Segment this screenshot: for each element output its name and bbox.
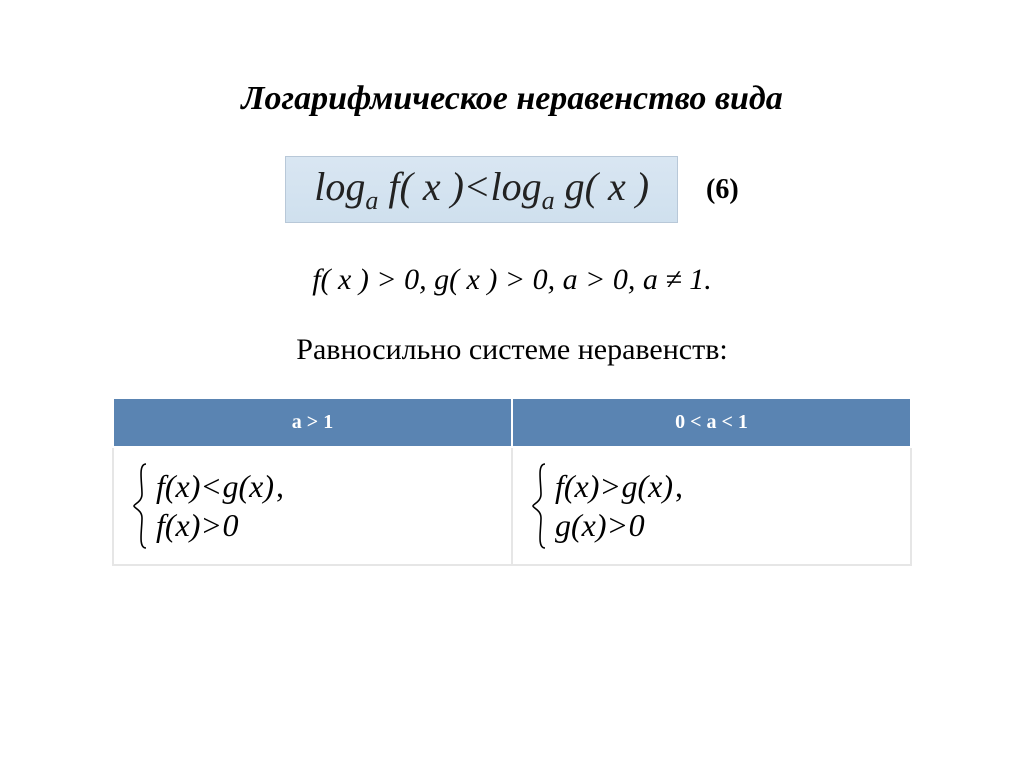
log-inequality-box: loga f( x )<loga g( x ) xyxy=(285,156,678,223)
sys2-l2-lhs: g(x) xyxy=(555,507,607,543)
log-arg-2: g( x ) xyxy=(565,164,649,209)
slide-title: Логарифмическое неравенство вида xyxy=(60,80,964,118)
table-body-row: f(x)<g(x), f(x)>0 f(x)>g(x), xyxy=(113,447,911,565)
system-a-lt-1: f(x)>g(x), g(x)>0 xyxy=(531,462,892,550)
left-brace-icon xyxy=(132,462,150,550)
sys2-line1: f(x)>g(x), xyxy=(555,468,685,505)
equation-number: (6) xyxy=(706,174,739,206)
log-sym-2: log xyxy=(491,164,542,209)
cell-a-lt-1: f(x)>g(x), g(x)>0 xyxy=(512,447,911,565)
sys1-l2-rhs: 0 xyxy=(222,507,238,543)
log-arg-1: f( x ) xyxy=(388,164,464,209)
sys1-l1-lhs: f(x) xyxy=(156,468,200,504)
th-a-gt-1: a > 1 xyxy=(113,398,512,447)
cell-a-gt-1: f(x)<g(x), f(x)>0 xyxy=(113,447,512,565)
log-sym-1: log xyxy=(314,164,365,209)
th-a-lt-1: 0 < a < 1 xyxy=(512,398,911,447)
log-base-1: a xyxy=(365,186,378,215)
sys1-l2-trail xyxy=(238,507,242,543)
log-base-2: a xyxy=(542,186,555,215)
sys2-l1-rhs: g(x) xyxy=(621,468,673,504)
sys1-line2: f(x)>0 xyxy=(156,507,286,544)
sys2-l1-op: > xyxy=(599,468,621,504)
sys2-l1-trail: , xyxy=(673,468,685,504)
sys1-l1-rhs: g(x) xyxy=(222,468,274,504)
sys1-l1-trail: , xyxy=(274,468,286,504)
ineq-op: < xyxy=(464,164,491,209)
sys2-line2: g(x)>0 xyxy=(555,507,685,544)
sys2-l2-op: > xyxy=(607,507,629,543)
sys1-l1-op: < xyxy=(200,468,222,504)
sys1-l2-op: > xyxy=(200,507,222,543)
sys1-line1: f(x)<g(x), xyxy=(156,468,286,505)
sys1-l2-lhs: f(x) xyxy=(156,507,200,543)
table-header-row: a > 1 0 < a < 1 xyxy=(113,398,911,447)
equivalence-text: Равносильно системе неравенств: xyxy=(60,333,964,367)
sys2-l1-lhs: f(x) xyxy=(555,468,599,504)
domain-conditions: f( x ) > 0, g( x ) > 0, a > 0, a ≠ 1. xyxy=(60,263,964,297)
sys2-l2-trail xyxy=(645,507,649,543)
left-brace-icon xyxy=(531,462,549,550)
cases-table: a > 1 0 < a < 1 f(x)<g(x), f(x)>0 xyxy=(112,397,912,566)
sys2-l2-rhs: 0 xyxy=(629,507,645,543)
main-inequality-row: loga f( x )<loga g( x ) (6) xyxy=(60,156,964,223)
system-a-gt-1: f(x)<g(x), f(x)>0 xyxy=(132,462,493,550)
